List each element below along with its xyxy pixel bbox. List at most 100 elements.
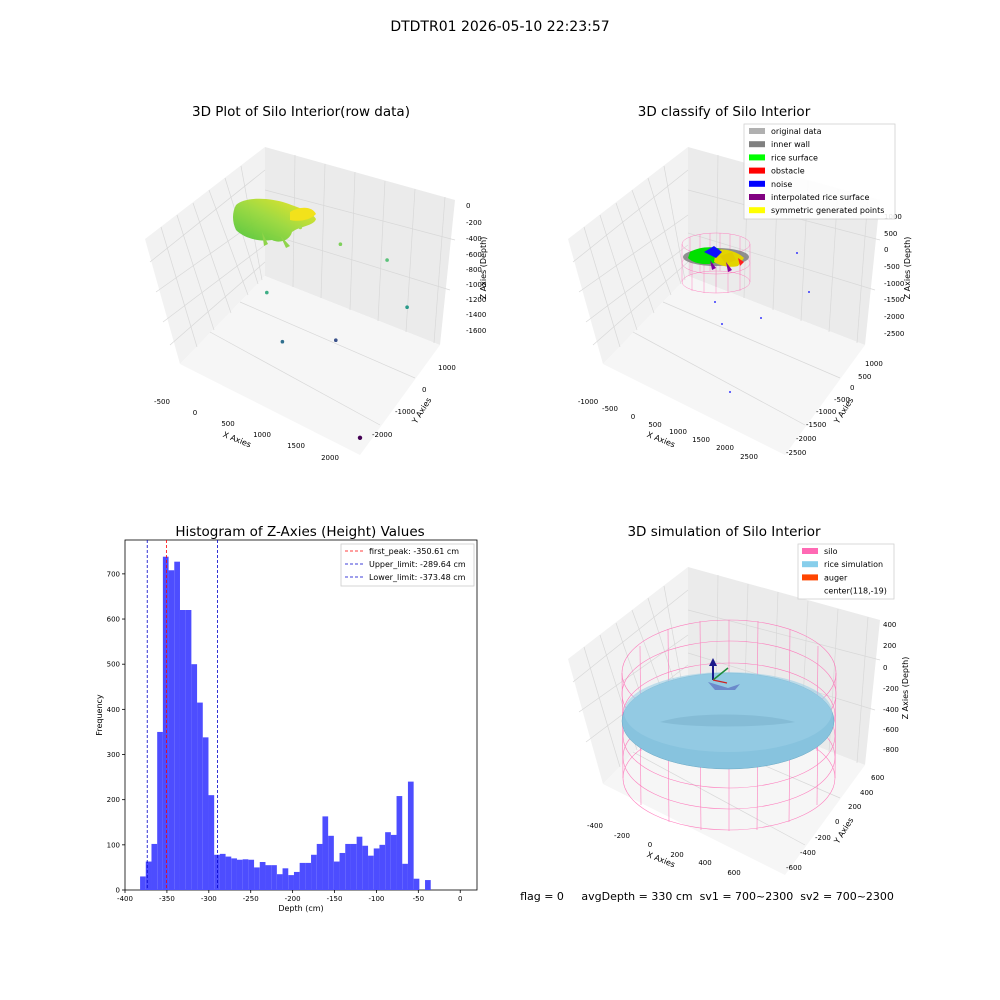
panel1-ztick: -800 — [466, 266, 482, 274]
panel4-ytick: 200 — [848, 803, 861, 811]
histogram-legend-label: Lower_limit: -373.48 cm — [369, 573, 466, 582]
legend-swatch — [749, 194, 765, 200]
histogram-bar — [265, 865, 272, 890]
legend-swatch — [802, 561, 818, 568]
panel4-xtick: -200 — [614, 832, 630, 840]
panel1-zlabel: Z Axies (Depth) — [479, 237, 488, 300]
legend-swatch — [802, 574, 818, 581]
histogram-bar — [248, 859, 255, 890]
histogram-bar — [185, 610, 192, 890]
panel4-xtick: -400 — [587, 822, 603, 830]
panel1-xtick: 1500 — [287, 442, 305, 450]
panel-histogram: Histogram of Z-Axies (Height) Values -40… — [95, 524, 478, 913]
histogram-bar — [208, 795, 215, 890]
panel4-left-pane — [568, 567, 688, 784]
histogram-xtick-label: -250 — [243, 895, 259, 903]
histogram-bar — [259, 862, 266, 890]
legend-label: center(118,-19) — [824, 587, 887, 596]
panel1-ticks: -500 0 500 1000 1500 2000 1000 0 -1000 -… — [154, 202, 486, 462]
histogram-bar — [162, 556, 169, 890]
panel1-ztick: -1600 — [466, 327, 486, 335]
histogram-bar — [282, 868, 289, 890]
panel2-ytick: -500 — [834, 396, 850, 404]
outlier-point — [298, 225, 303, 230]
panel3-legend: first_peak: -350.61 cm Upper_limit: -289.… — [340, 543, 475, 587]
panel2-classified-cylinder — [681, 232, 751, 294]
histogram-xtick-label: 0 — [458, 895, 462, 903]
panel3-legend-box — [340, 543, 475, 587]
panel1-xtick: 1000 — [253, 431, 271, 439]
panel1-xtick: 0 — [193, 409, 197, 417]
histogram-ytick-label: 200 — [107, 796, 120, 804]
histogram-bar — [413, 878, 420, 890]
panel4-ytick: 400 — [860, 789, 873, 797]
panel3-ylabel: Frequency — [95, 694, 104, 736]
panel2-ztick: 0 — [884, 246, 888, 254]
panel1-left-pane — [145, 147, 265, 364]
panel1-ztick: -400 — [466, 235, 482, 243]
panel4-ztick: -200 — [883, 685, 899, 693]
histogram-bar — [293, 871, 300, 890]
panel2-ytick: -1500 — [806, 421, 826, 429]
panel1-back-pane — [265, 147, 455, 345]
histogram-ytick-label: 500 — [107, 661, 120, 669]
panel2-xtick: 2500 — [740, 453, 758, 461]
outlier-point — [357, 435, 363, 440]
panel2-noise-points — [714, 252, 810, 393]
noise-point — [729, 391, 731, 393]
histogram-ytick-label: 700 — [107, 570, 120, 578]
legend-label: obstacle — [771, 167, 805, 176]
legend-swatch — [749, 180, 765, 187]
histogram-bar — [311, 854, 317, 890]
panel2-xtick: 1500 — [692, 436, 710, 444]
panel1-ztick: -1000 — [466, 281, 486, 289]
panel1-ztick: -200 — [466, 219, 482, 227]
histogram-legend-label: Upper_limit: -289.64 cm — [369, 560, 466, 569]
noise-point — [721, 323, 723, 325]
histogram-bar — [242, 859, 249, 890]
histogram-bar — [151, 843, 158, 890]
histogram-bar — [425, 880, 431, 890]
histogram-bar — [362, 845, 369, 890]
histogram-bar — [379, 844, 386, 890]
legend-label: rice simulation — [824, 560, 883, 569]
panel1-panes — [145, 147, 456, 455]
histogram-xtick-label: -300 — [201, 895, 217, 903]
legend-label: inner wall — [771, 140, 810, 149]
histogram-bar — [333, 861, 340, 890]
legend-label: original data — [771, 127, 822, 136]
histogram-bar — [350, 843, 357, 890]
legend-label: noise — [771, 180, 792, 189]
histogram-bar — [368, 855, 374, 890]
panel4-ytick: -400 — [800, 849, 816, 857]
panel2-ytick: -2000 — [796, 435, 816, 443]
legend-label: interpolated rice surface — [771, 193, 869, 202]
histogram-xtick-label: -100 — [368, 895, 384, 903]
histogram-bar — [231, 858, 237, 890]
histogram-bar — [236, 859, 243, 890]
outlier-point — [265, 290, 269, 295]
legend-swatch — [749, 141, 765, 148]
histogram-bar — [316, 843, 323, 890]
panel2-legend: original data inner wall rice surface obsta… — [743, 123, 896, 220]
panel4-ztick: -800 — [883, 746, 899, 754]
histogram-legend-label: first_peak: -350.61 cm — [369, 547, 459, 556]
histogram-bar — [197, 702, 203, 890]
panel-3d-simulation: 3D simulation of Silo Interior — [568, 524, 910, 877]
panel4-ytick: 0 — [835, 818, 839, 826]
panel3-title: Histogram of Z-Axies (Height) Values — [175, 524, 424, 540]
panel2-ztick: -2000 — [884, 313, 904, 321]
histogram-bar — [214, 854, 220, 890]
panel-3d-classify: 3D classify of Silo Interior — [568, 104, 912, 461]
panel-3d-raw: 3D Plot of Silo Interior(row data) — [145, 104, 488, 462]
panel2-xtick: 0 — [631, 413, 635, 421]
histogram-bar — [157, 731, 163, 890]
panel2-left-pane — [568, 147, 688, 364]
histogram-xtick-label: -150 — [327, 895, 343, 903]
panel4-zlabel: Z Axies (Depth) — [901, 657, 910, 720]
histogram-bar — [407, 781, 414, 890]
panel1-ztick: -600 — [466, 251, 482, 259]
outlier-point — [405, 305, 409, 310]
panel4-ticks: -400 -200 0 200 400 600 600 400 200 0 -2… — [587, 621, 899, 877]
